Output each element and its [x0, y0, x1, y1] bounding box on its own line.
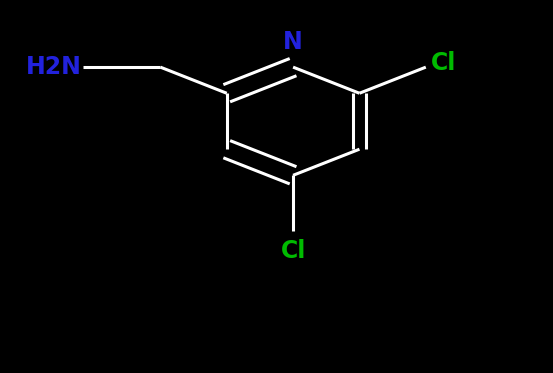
Text: Cl: Cl: [280, 239, 306, 263]
Text: N: N: [283, 30, 303, 54]
Text: Cl: Cl: [431, 51, 457, 75]
Text: H2N: H2N: [26, 55, 82, 79]
